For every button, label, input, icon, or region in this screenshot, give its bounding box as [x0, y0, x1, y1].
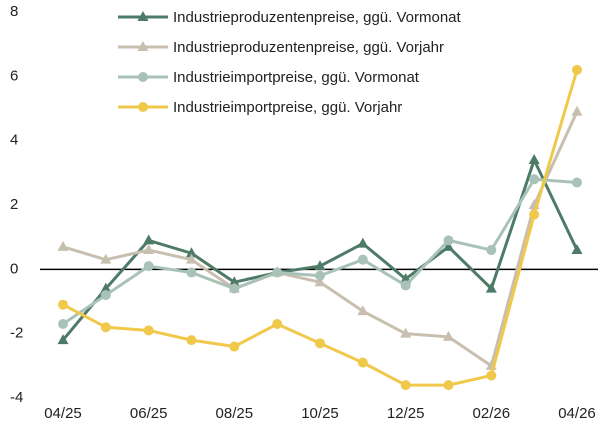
- data-point: [357, 357, 368, 368]
- data-point: [186, 253, 197, 264]
- data-point: [229, 341, 240, 352]
- legend-label: Industrieimportpreise, ggü. Vorjahr: [173, 99, 402, 116]
- legend-label: Industrieimportpreise, ggü. Vormonat: [173, 69, 420, 86]
- data-point: [143, 261, 154, 272]
- data-point: [571, 105, 583, 116]
- x-tick-label: 12/25: [387, 405, 425, 422]
- data-point: [400, 380, 411, 391]
- series-line: [61, 158, 579, 342]
- y-tick-label: 8: [10, 3, 18, 20]
- data-point: [443, 330, 454, 341]
- data-point: [57, 240, 69, 251]
- data-point: [314, 276, 326, 287]
- data-point: [400, 327, 412, 338]
- data-point: [314, 260, 326, 271]
- legend-marker: [138, 102, 148, 112]
- data-point: [58, 319, 68, 330]
- data-point: [357, 254, 368, 265]
- data-point: [486, 245, 497, 256]
- data-point: [443, 240, 454, 251]
- data-point: [315, 338, 325, 349]
- data-point: [186, 267, 197, 278]
- data-point: [58, 299, 68, 310]
- data-point: [186, 335, 197, 346]
- data-point: [143, 244, 155, 255]
- data-point: [100, 253, 112, 264]
- data-point: [100, 290, 111, 301]
- y-tick-label: -4: [10, 389, 23, 406]
- legend-marker: [137, 41, 149, 51]
- data-point: [357, 305, 369, 316]
- data-point: [272, 267, 283, 278]
- x-tick-label: 02/26: [473, 405, 511, 422]
- data-point: [315, 270, 325, 281]
- data-point: [486, 370, 497, 381]
- data-point: [443, 380, 454, 391]
- data-point: [485, 282, 497, 293]
- data-point: [529, 174, 540, 185]
- data-point: [186, 247, 197, 258]
- y-tick-label: 6: [10, 67, 18, 84]
- data-point: [528, 153, 540, 164]
- y-tick-label: 2: [10, 196, 18, 213]
- legend-marker: [137, 11, 149, 21]
- data-point: [571, 244, 583, 255]
- data-point: [572, 64, 582, 75]
- data-point: [443, 235, 454, 246]
- data-point: [100, 322, 111, 333]
- y-tick-label: -2: [10, 325, 23, 342]
- data-point: [143, 325, 154, 336]
- data-point: [229, 283, 240, 294]
- x-tick-label: 04/25: [44, 405, 82, 422]
- x-tick-label: 04/26: [558, 405, 596, 422]
- x-tick-label: 08/25: [216, 405, 254, 422]
- legend-label: Industrieproduzentenpreise, ggü. Vorjahr: [173, 39, 444, 56]
- data-point: [572, 177, 582, 188]
- data-point: [400, 280, 411, 291]
- data-point: [228, 276, 240, 287]
- data-point: [529, 209, 540, 220]
- data-point: [100, 282, 112, 293]
- legend-marker: [138, 72, 148, 82]
- data-point: [143, 234, 155, 245]
- y-tick-label: 4: [10, 132, 18, 149]
- series-line: [62, 69, 579, 387]
- y-tick-label: 0: [10, 260, 18, 277]
- data-point: [357, 237, 369, 248]
- x-tick-label: 10/25: [301, 405, 339, 422]
- legend-label: Industrieproduzentenpreise, ggü. Vormona…: [173, 9, 462, 26]
- data-point: [57, 334, 69, 345]
- x-tick-label: 06/25: [130, 405, 168, 422]
- data-point: [272, 319, 283, 330]
